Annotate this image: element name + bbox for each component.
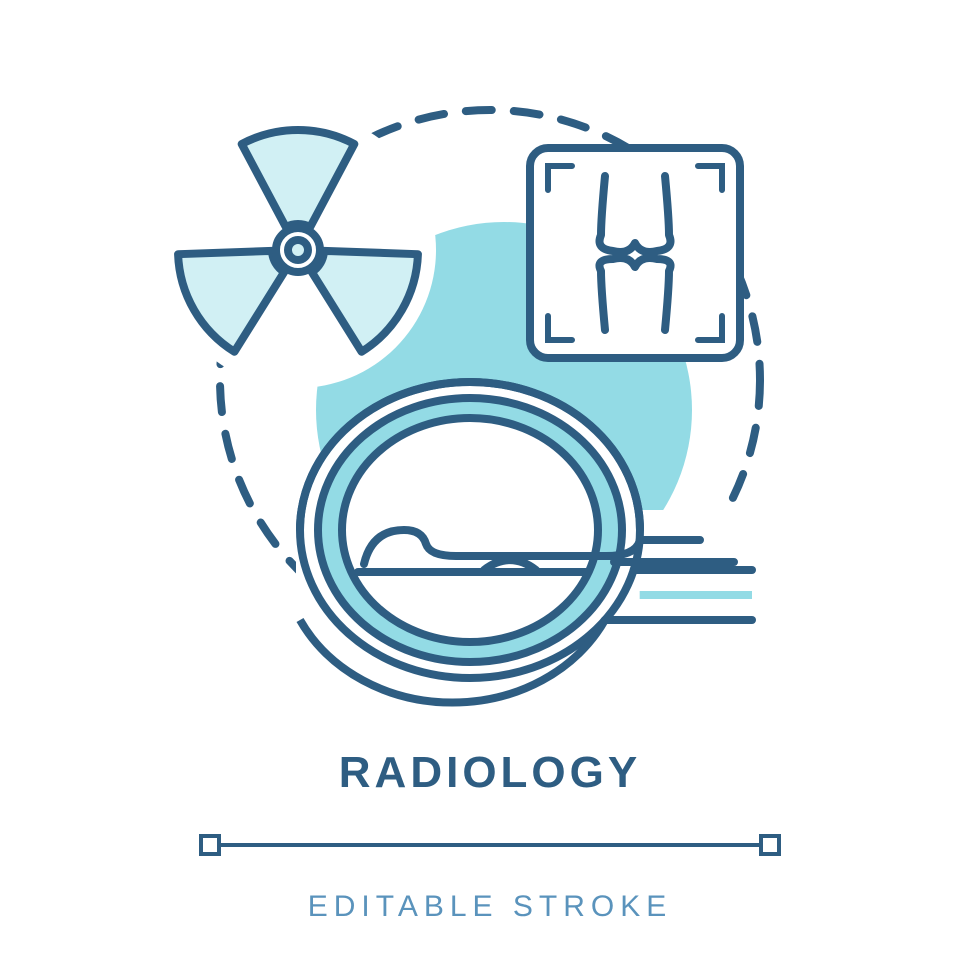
divider-rule	[192, 827, 788, 863]
infographic-root: RADIOLOGY EDITABLE STROKE	[0, 0, 980, 980]
xray-panel-icon	[530, 148, 740, 358]
title-text: RADIOLOGY	[0, 748, 980, 798]
subtitle-text: EDITABLE STROKE	[0, 890, 980, 924]
radiation-icon	[160, 112, 436, 388]
